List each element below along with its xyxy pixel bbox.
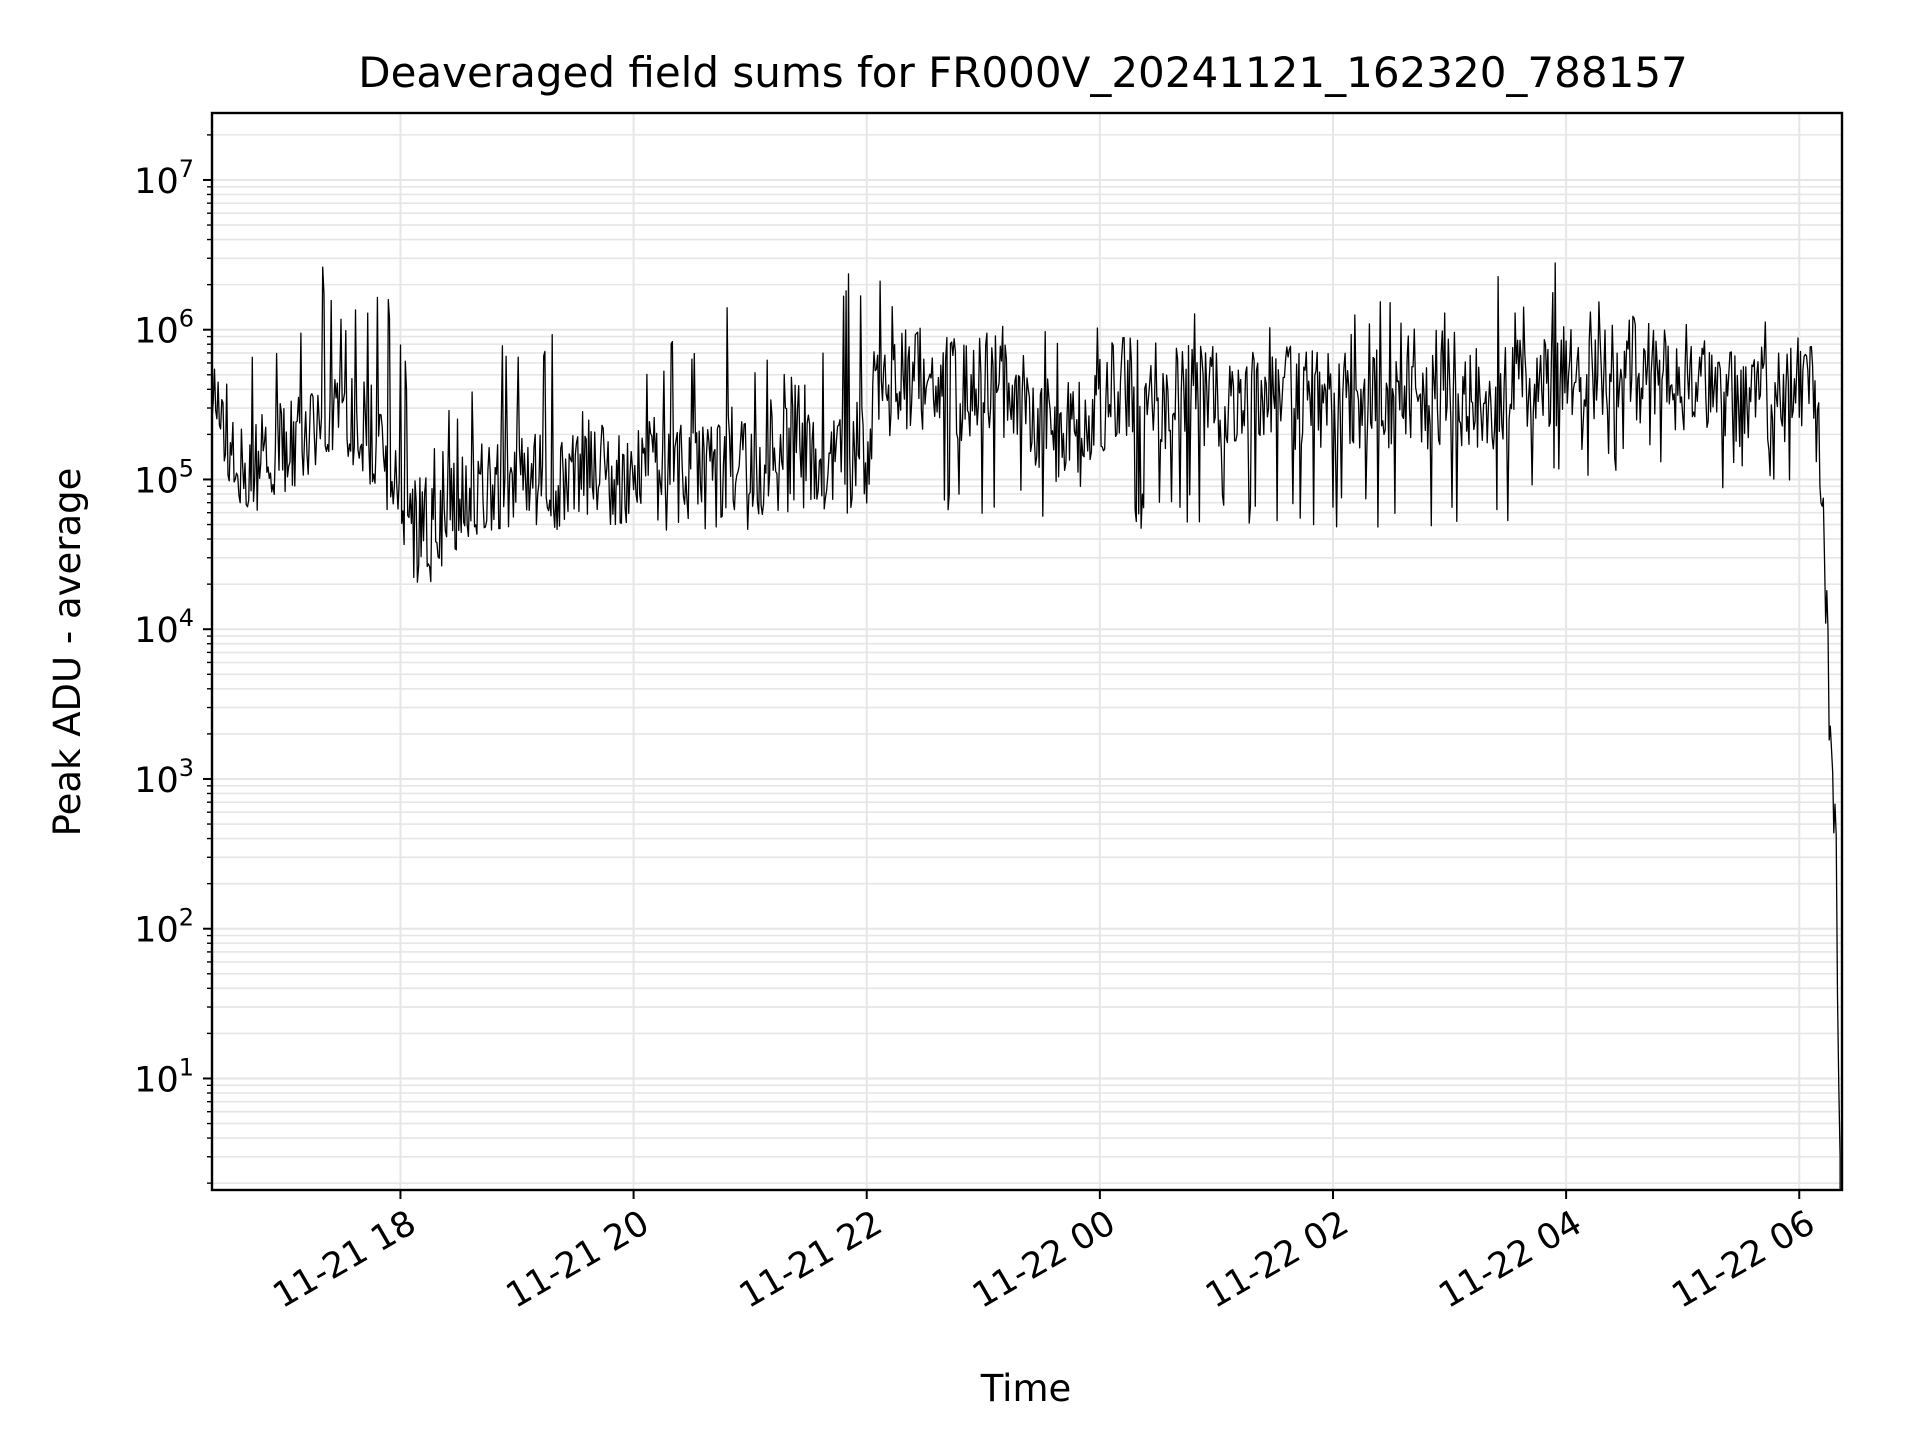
chart-title: Deaveraged field sums for FR000V_2024112… — [358, 48, 1688, 97]
gridlines — [212, 113, 1842, 1190]
plot-frame — [210, 111, 1844, 1192]
series-line — [211, 262, 1841, 1190]
y-axis-label: Peak ADU - average — [46, 468, 89, 837]
x-axis-label: Time — [980, 1367, 1072, 1410]
y-tick-label: 106 — [134, 305, 194, 352]
series-group — [211, 262, 1841, 1190]
